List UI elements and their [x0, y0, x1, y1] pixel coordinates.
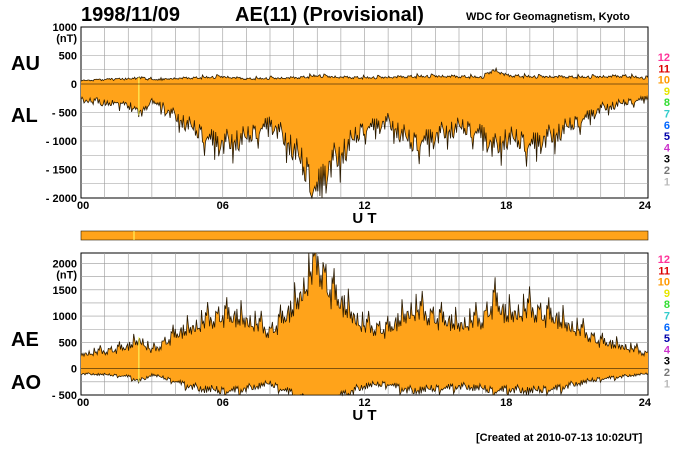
- legend-number: 5: [664, 333, 670, 345]
- legend-number: 4: [664, 142, 671, 154]
- legend-number: 1: [664, 176, 670, 188]
- y-tick-label: - 500: [52, 390, 77, 402]
- legend-number: 3: [664, 154, 670, 166]
- series-line-AL: [80, 95, 649, 200]
- y-tick-label: - 2000: [46, 193, 77, 205]
- series-line-AO: [80, 372, 649, 397]
- y-tick-label: 1000: [53, 311, 77, 323]
- x-tick-label: 00: [77, 397, 89, 409]
- panel-label-lower: AL: [11, 105, 38, 127]
- legend-number: 8: [664, 299, 670, 311]
- data-source: WDC for Geomagnetism, Kyoto: [466, 11, 630, 23]
- x-tick-label: 24: [639, 200, 652, 212]
- panel-label-upper: AE: [11, 329, 39, 351]
- legend-number: 6: [664, 322, 670, 334]
- legend-number: 9: [664, 288, 670, 300]
- area-fill-AE-AO: [81, 253, 648, 395]
- y-tick-label: 2000: [53, 259, 77, 271]
- y-axis-unit-label: (nT): [56, 33, 77, 45]
- legend-number: 10: [658, 75, 670, 87]
- legend-number: 7: [664, 109, 670, 121]
- legend-number: 8: [664, 97, 670, 109]
- y-tick-label: 500: [59, 337, 77, 349]
- series-line-AU: [80, 66, 649, 82]
- legend-number: 7: [664, 311, 670, 323]
- legend-number: 2: [664, 165, 670, 177]
- chart-title: AE(11) (Provisional): [235, 4, 424, 26]
- x-axis-label: U T: [352, 407, 376, 424]
- x-axis-label: U T: [352, 210, 376, 227]
- created-timestamp: [Created at 2010-07-13 10:02UT]: [476, 432, 643, 444]
- legend-number: 12: [658, 254, 670, 266]
- y-tick-label: 1000: [53, 22, 77, 34]
- y-tick-label: - 1000: [46, 136, 77, 148]
- y-tick-label: 0: [71, 79, 77, 91]
- y-tick-label: 500: [59, 51, 77, 63]
- y-tick-label: - 1500: [46, 165, 77, 177]
- legend-number: 9: [664, 86, 670, 98]
- x-tick-label: 12: [358, 200, 370, 212]
- y-tick-label: - 500: [52, 108, 77, 120]
- legend-number: 1: [664, 378, 670, 390]
- legend-number: 2: [664, 367, 670, 379]
- y-tick-label: 1500: [53, 285, 77, 297]
- legend-number: 11: [658, 63, 670, 75]
- legend-number: 12: [658, 52, 670, 64]
- legend-number: 3: [664, 356, 670, 368]
- y-tick-label: 0: [71, 364, 77, 376]
- x-tick-label: 18: [500, 397, 512, 409]
- x-tick-label: 06: [217, 397, 229, 409]
- area-fill-AU-AL: [81, 68, 648, 198]
- x-tick-label: 06: [217, 200, 229, 212]
- legend-number: 6: [664, 120, 670, 132]
- y-axis-unit-label: (nT): [56, 270, 77, 282]
- legend-number: 11: [658, 265, 670, 277]
- series-line-AE: [80, 252, 649, 358]
- legend-number: 4: [664, 344, 671, 356]
- separator-strip: [80, 230, 649, 241]
- x-tick-label: 18: [500, 200, 512, 212]
- legend-number: 10: [658, 277, 670, 289]
- x-tick-label: 24: [639, 397, 652, 409]
- x-tick-label: 12: [358, 397, 370, 409]
- chart-date: 1998/11/09: [81, 4, 180, 26]
- legend-number: 5: [664, 131, 670, 143]
- panel-label-upper: AU: [11, 53, 40, 75]
- panel-label-lower: AO: [11, 372, 41, 394]
- x-tick-label: 00: [77, 200, 89, 212]
